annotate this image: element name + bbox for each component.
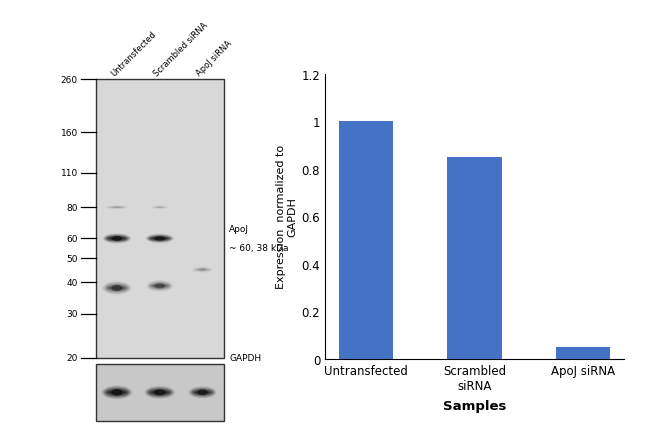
Ellipse shape — [105, 283, 129, 293]
Ellipse shape — [150, 237, 170, 241]
Ellipse shape — [195, 392, 210, 393]
Text: Scrambled siRNA: Scrambled siRNA — [152, 21, 209, 78]
Ellipse shape — [103, 283, 131, 294]
Text: GAPDH: GAPDH — [229, 353, 261, 362]
Ellipse shape — [149, 236, 170, 242]
Ellipse shape — [156, 207, 163, 208]
Ellipse shape — [109, 392, 125, 393]
Ellipse shape — [150, 283, 170, 290]
Text: Untransfected: Untransfected — [109, 29, 158, 78]
Text: 20: 20 — [66, 353, 78, 362]
Bar — [556, 347, 610, 359]
Text: 160: 160 — [60, 128, 78, 137]
Ellipse shape — [198, 268, 207, 272]
Text: 60: 60 — [66, 234, 78, 244]
Ellipse shape — [110, 238, 124, 240]
Ellipse shape — [106, 236, 127, 242]
Ellipse shape — [102, 281, 132, 295]
Ellipse shape — [109, 237, 125, 240]
Ellipse shape — [190, 388, 214, 397]
Ellipse shape — [107, 285, 127, 291]
Ellipse shape — [147, 235, 173, 243]
Ellipse shape — [112, 207, 122, 209]
Ellipse shape — [192, 389, 213, 396]
Ellipse shape — [197, 269, 208, 271]
Text: 80: 80 — [66, 203, 78, 212]
Ellipse shape — [106, 284, 128, 292]
Ellipse shape — [155, 283, 165, 289]
Ellipse shape — [104, 234, 130, 243]
X-axis label: Samples: Samples — [443, 399, 506, 412]
Text: 30: 30 — [66, 309, 78, 318]
Ellipse shape — [195, 268, 210, 272]
Ellipse shape — [151, 284, 169, 289]
Text: 40: 40 — [66, 278, 78, 287]
Bar — [96, 80, 224, 358]
Bar — [447, 158, 502, 359]
Ellipse shape — [146, 387, 174, 398]
Ellipse shape — [194, 391, 211, 394]
Ellipse shape — [151, 237, 168, 240]
Ellipse shape — [197, 389, 208, 396]
Bar — [96, 364, 224, 421]
Ellipse shape — [109, 287, 125, 290]
Ellipse shape — [151, 391, 169, 394]
Ellipse shape — [103, 386, 131, 399]
Ellipse shape — [154, 389, 166, 396]
Ellipse shape — [151, 285, 168, 288]
Text: ApoJ siRNA: ApoJ siRNA — [195, 39, 234, 78]
Ellipse shape — [111, 389, 123, 396]
Ellipse shape — [193, 390, 212, 395]
Text: 260: 260 — [60, 76, 78, 85]
Ellipse shape — [148, 389, 172, 396]
Text: ~ 60, 38 kDa: ~ 60, 38 kDa — [229, 243, 289, 252]
Ellipse shape — [150, 390, 170, 395]
Ellipse shape — [148, 236, 172, 242]
Ellipse shape — [154, 237, 165, 241]
Ellipse shape — [104, 388, 130, 397]
Ellipse shape — [101, 385, 133, 399]
Ellipse shape — [188, 386, 216, 399]
Ellipse shape — [108, 286, 125, 290]
Ellipse shape — [144, 386, 175, 399]
Ellipse shape — [105, 235, 129, 243]
Ellipse shape — [111, 285, 123, 292]
Ellipse shape — [196, 269, 209, 271]
Ellipse shape — [152, 238, 167, 240]
Ellipse shape — [107, 237, 127, 241]
Ellipse shape — [146, 234, 174, 244]
Text: ApoJ: ApoJ — [229, 225, 250, 234]
Ellipse shape — [189, 387, 216, 398]
Ellipse shape — [152, 392, 168, 393]
Ellipse shape — [112, 237, 122, 241]
Ellipse shape — [148, 281, 172, 291]
Ellipse shape — [153, 286, 166, 287]
Ellipse shape — [108, 390, 126, 395]
Ellipse shape — [148, 282, 171, 290]
Ellipse shape — [147, 388, 173, 397]
Bar — [339, 122, 393, 359]
Ellipse shape — [107, 389, 127, 396]
Text: 50: 50 — [66, 254, 78, 263]
Y-axis label: Expression  normalized to
GAPDH: Expression normalized to GAPDH — [276, 145, 297, 289]
Ellipse shape — [105, 389, 129, 396]
Ellipse shape — [103, 234, 131, 244]
Text: 110: 110 — [60, 169, 78, 178]
